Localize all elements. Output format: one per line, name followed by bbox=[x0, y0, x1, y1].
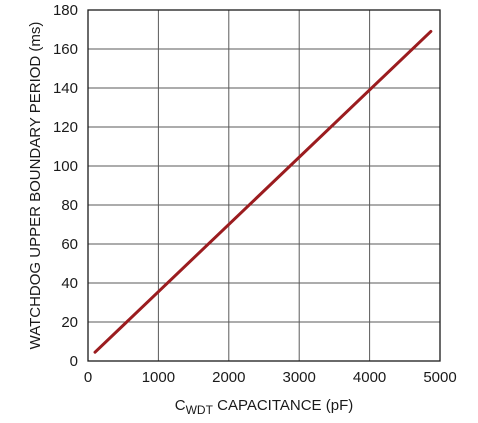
grid bbox=[88, 10, 440, 361]
x-tick-label: 4000 bbox=[353, 369, 386, 386]
x-tick-label: 0 bbox=[84, 369, 92, 386]
x-tick-label: 2000 bbox=[212, 369, 245, 386]
y-tick-label: 140 bbox=[53, 80, 78, 97]
y-tick-label: 160 bbox=[53, 41, 78, 58]
x-tick-label: 3000 bbox=[283, 369, 316, 386]
y-tick-label: 80 bbox=[61, 197, 78, 214]
series-line bbox=[93, 29, 433, 354]
y-tick-label: 0 bbox=[70, 353, 78, 370]
x-tick-label: 5000 bbox=[423, 369, 456, 386]
x-axis-title-prefix: C bbox=[175, 397, 186, 414]
y-tick-label: 20 bbox=[61, 314, 78, 331]
y-tick-labels: 0 20 40 60 80 100 120 140 160 180 bbox=[53, 2, 78, 370]
y-tick-label: 40 bbox=[61, 275, 78, 292]
y-tick-label: 120 bbox=[53, 119, 78, 136]
y-tick-label: 100 bbox=[53, 158, 78, 175]
x-tick-labels: 0 1000 2000 3000 4000 5000 bbox=[84, 369, 457, 386]
x-axis-title-subscript: WDT bbox=[186, 403, 214, 417]
x-tick-label: 1000 bbox=[142, 369, 175, 386]
series-layer bbox=[93, 29, 433, 354]
y-tick-label: 60 bbox=[61, 236, 78, 253]
x-axis-title-suffix: CAPACITANCE (pF) bbox=[213, 397, 353, 414]
y-axis-title: WATCHDOG UPPER BOUNDARY PERIOD (ms) bbox=[27, 22, 44, 350]
y-tick-label: 180 bbox=[53, 2, 78, 19]
x-axis-title: CWDT CAPACITANCE (pF) bbox=[175, 397, 353, 417]
plot-frame bbox=[87, 9, 441, 362]
